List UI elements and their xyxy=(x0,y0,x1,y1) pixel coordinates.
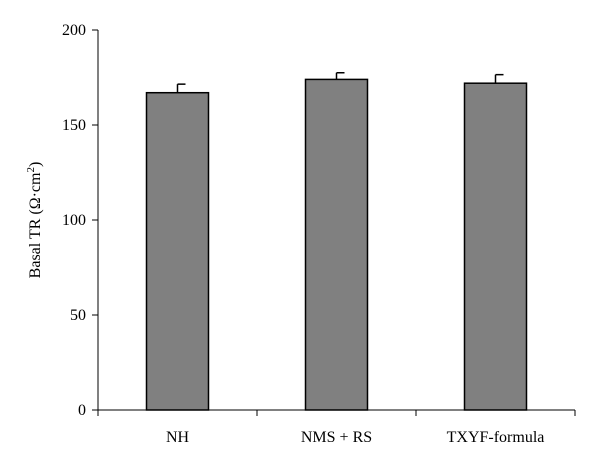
bar xyxy=(145,91,210,411)
y-axis-title: Basal TR (Ω·cm2) xyxy=(25,162,44,279)
category-label: TXYF-formula xyxy=(447,429,545,446)
y-ticks: 0 50 100 150 200 xyxy=(62,22,98,419)
y-axis-title-close: ) xyxy=(27,162,44,167)
plot-area: 0 50 100 150 200 NH NMS + RS TXYF-formula xyxy=(62,22,576,446)
error-bars xyxy=(176,72,504,93)
category-label: NH xyxy=(166,429,190,446)
category-label: NMS + RS xyxy=(301,429,372,446)
category-labels: NH NMS + RS TXYF-formula xyxy=(166,429,544,446)
y-tick-label: 150 xyxy=(62,117,86,134)
bars xyxy=(145,78,528,411)
y-tick-label: 0 xyxy=(78,402,86,419)
y-tick-label: 200 xyxy=(62,22,86,39)
y-tick-label: 100 xyxy=(62,212,86,229)
y-tick-label: 50 xyxy=(70,307,86,324)
x-ticks xyxy=(97,410,576,416)
y-axis-title-main: Basal TR (Ω·cm xyxy=(27,172,44,278)
bar xyxy=(463,82,528,411)
y-axis-title-superscript: 2 xyxy=(25,167,37,173)
bar xyxy=(304,78,369,411)
